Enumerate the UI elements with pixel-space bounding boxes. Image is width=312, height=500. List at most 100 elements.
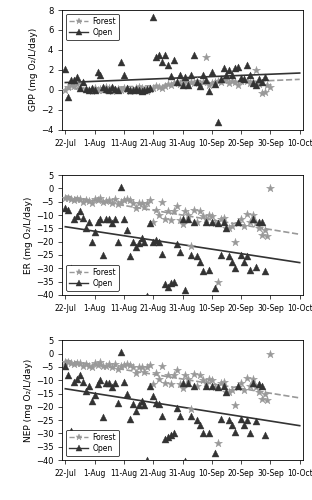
Point: [107, 360, 112, 368]
Point: [86, 86, 91, 94]
Point: [151, 380, 156, 388]
Point: [215, 219, 220, 227]
Point: [130, 86, 135, 94]
Point: [201, 71, 206, 79]
Point: [212, 80, 217, 88]
Point: [165, 371, 170, 379]
Point: [80, 362, 85, 370]
Point: [183, 286, 188, 294]
Point: [145, 87, 150, 95]
Point: [133, 84, 138, 92]
Point: [201, 267, 206, 275]
Point: [256, 75, 261, 83]
Point: [209, 68, 214, 76]
Point: [268, 350, 273, 358]
Point: [203, 215, 208, 223]
Point: [159, 412, 164, 420]
Point: [113, 360, 118, 368]
Point: [192, 382, 197, 390]
Point: [104, 379, 109, 387]
Point: [168, 72, 173, 80]
Point: [75, 80, 80, 88]
Point: [259, 382, 264, 390]
Point: [180, 77, 185, 85]
Point: [256, 388, 261, 396]
Point: [230, 71, 235, 79]
Point: [247, 71, 252, 79]
Point: [154, 236, 158, 244]
Point: [239, 251, 244, 259]
Point: [142, 86, 147, 94]
Point: [221, 64, 226, 72]
Point: [195, 78, 200, 86]
Point: [63, 358, 68, 366]
Point: [148, 84, 153, 92]
Point: [268, 83, 273, 91]
Point: [110, 83, 115, 91]
Point: [98, 215, 103, 223]
Point: [83, 360, 88, 368]
Point: [203, 218, 208, 226]
Point: [151, 218, 156, 226]
Point: [195, 218, 200, 226]
Point: [72, 360, 77, 368]
Point: [250, 379, 255, 387]
Point: [157, 375, 162, 383]
Point: [104, 197, 109, 205]
Point: [230, 258, 235, 266]
Point: [66, 83, 71, 91]
Point: [119, 198, 124, 206]
Point: [163, 82, 168, 90]
Point: [207, 430, 212, 438]
Point: [113, 379, 118, 387]
Point: [171, 79, 176, 87]
Point: [224, 75, 229, 83]
Point: [110, 87, 115, 95]
Point: [101, 362, 106, 370]
Point: [75, 73, 80, 81]
Point: [201, 212, 206, 220]
Point: [92, 86, 97, 94]
Point: [77, 359, 82, 367]
Point: [163, 280, 168, 288]
Point: [151, 238, 156, 246]
Point: [95, 218, 100, 226]
Point: [227, 224, 232, 232]
Point: [98, 194, 103, 202]
Y-axis label: ER (mg O₂/L/day): ER (mg O₂/L/day): [24, 196, 33, 274]
Point: [186, 379, 191, 387]
Y-axis label: NEP (mg O₂/L/day): NEP (mg O₂/L/day): [24, 358, 33, 442]
Point: [159, 58, 164, 66]
Point: [168, 380, 173, 388]
Point: [192, 79, 197, 87]
Point: [63, 204, 68, 212]
Point: [69, 76, 74, 84]
Point: [165, 207, 170, 215]
Point: [262, 267, 267, 275]
Point: [115, 200, 120, 208]
Point: [115, 86, 120, 94]
Point: [130, 364, 135, 372]
Point: [221, 382, 226, 390]
Point: [168, 279, 173, 287]
Point: [259, 78, 264, 86]
Point: [227, 388, 232, 396]
Point: [183, 207, 188, 215]
Point: [174, 78, 179, 86]
Point: [224, 224, 229, 232]
Point: [119, 183, 124, 191]
Point: [189, 71, 194, 79]
Point: [98, 85, 103, 93]
Point: [127, 415, 132, 423]
Point: [233, 78, 238, 86]
Point: [224, 388, 229, 396]
Point: [177, 380, 182, 388]
Point: [66, 194, 71, 202]
Point: [233, 264, 238, 272]
Point: [92, 195, 97, 203]
Point: [221, 214, 226, 222]
Point: [151, 392, 156, 400]
Point: [95, 380, 100, 388]
Point: [236, 219, 241, 227]
Point: [201, 430, 206, 438]
